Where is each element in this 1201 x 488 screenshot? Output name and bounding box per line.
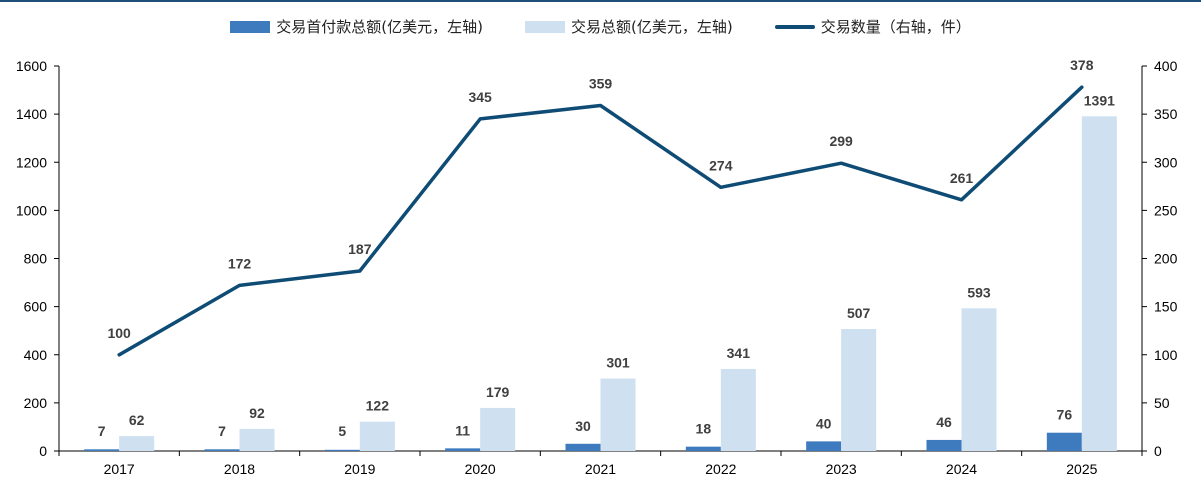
right-tick-label: 250: [1154, 202, 1178, 218]
data-label-down-payment: 11: [455, 422, 470, 438]
x-tick-label: 2019: [344, 461, 375, 477]
data-label-total-value: 179: [486, 384, 510, 400]
data-label-deal-count: 172: [228, 255, 252, 271]
legend-label-deal-count: 交易数量（右轴，件）: [820, 18, 971, 36]
bar-down-payment: [926, 439, 962, 451]
point-deal-count: [478, 117, 482, 121]
point-deal-count: [599, 103, 602, 107]
data-label-down-payment: 30: [575, 418, 591, 434]
data-label-total-value: 593: [967, 284, 991, 300]
right-tick-label: 100: [1154, 347, 1178, 363]
legend-swatch-total-value: [524, 21, 565, 33]
point-deal-count: [358, 269, 362, 273]
point-deal-count: [117, 353, 121, 357]
left-tick-label: 0: [39, 443, 47, 459]
left-tick-label: 1600: [16, 58, 47, 74]
bar-down-payment: [685, 446, 721, 451]
right-tick-label: 200: [1154, 251, 1178, 267]
data-label-total-value: 122: [366, 398, 390, 414]
top-rule: [0, 0, 1201, 2]
line-deal-count: [117, 85, 1084, 357]
bar-down-payment: [445, 448, 481, 451]
legend-item-down-payment: 交易首付款总额(亿美元，左轴): [230, 16, 483, 38]
data-labels-group: 7 62 7 92 5 122 11 179 30 301 18 341 40 507 46 593 76 139…: [98, 57, 1115, 439]
bar-total-value: [359, 421, 395, 451]
bars-group: [84, 116, 1117, 452]
data-label-total-value: 341: [727, 345, 751, 361]
point-deal-count: [238, 283, 241, 287]
data-label-deal-count: 187: [348, 241, 372, 257]
bar-total-value: [961, 308, 997, 451]
data-label-deal-count: 378: [1070, 57, 1094, 73]
bar-total-value: [600, 378, 636, 451]
data-label-total-value: 62: [129, 412, 145, 428]
left-tick-label: 1200: [16, 154, 47, 170]
data-label-deal-count: 261: [950, 170, 974, 186]
data-label-deal-count: 274: [709, 157, 733, 173]
bar-down-payment: [324, 449, 360, 451]
legend: 交易首付款总额(亿美元，左轴) 交易总额(亿美元，左轴) 交易数量（右轴，件）: [0, 16, 1201, 38]
data-label-down-payment: 76: [1057, 407, 1073, 423]
data-label-deal-count: 359: [589, 75, 613, 91]
right-tick-label: 0: [1154, 443, 1162, 459]
right-tick-label: 300: [1154, 154, 1178, 170]
bar-total-value: [1081, 116, 1117, 452]
data-label-down-payment: 18: [696, 421, 712, 437]
point-deal-count: [839, 161, 843, 165]
data-label-total-value: 507: [847, 305, 871, 321]
point-deal-count: [960, 198, 963, 202]
data-label-total-value: 1391: [1084, 92, 1115, 108]
x-tick-label: 2025: [1066, 461, 1097, 477]
left-tick-label: 600: [24, 299, 48, 315]
bar-total-value: [720, 368, 756, 451]
left-tick-label: 1000: [16, 202, 47, 218]
line-group: [117, 85, 1084, 357]
right-tick-label: 150: [1154, 299, 1178, 315]
data-label-deal-count: 345: [468, 89, 492, 105]
right-tick-label: 350: [1154, 106, 1178, 122]
left-tick-label: 1400: [16, 106, 47, 122]
bar-down-payment: [806, 441, 842, 451]
data-label-down-payment: 5: [338, 423, 346, 439]
left-tick-label: 800: [24, 251, 48, 267]
left-tick-label: 200: [24, 395, 48, 411]
bar-down-payment: [1046, 432, 1082, 451]
bar-total-value: [119, 436, 155, 451]
point-deal-count: [719, 185, 723, 189]
bar-down-payment: [204, 449, 240, 451]
data-label-total-value: 301: [606, 355, 630, 371]
data-label-down-payment: 40: [816, 415, 832, 431]
x-tick-label: 2017: [104, 461, 135, 477]
x-tick-label: 2018: [224, 461, 255, 477]
x-tick-label: 2022: [705, 461, 736, 477]
x-tick-label: 2021: [585, 461, 616, 477]
right-tick-label: 400: [1154, 58, 1178, 74]
point-deal-count: [1080, 85, 1084, 89]
legend-item-total-value: 交易总额(亿美元，左轴): [524, 16, 733, 38]
bar-total-value: [480, 407, 516, 451]
axes-group: 0 200 400 600 800 1000 1200 1400 1600 0 50 100 150 20…: [16, 58, 1178, 477]
data-label-deal-count: 299: [829, 133, 853, 149]
x-tick-label: 2023: [826, 461, 857, 477]
right-tick-label: 50: [1154, 395, 1170, 411]
data-label-down-payment: 7: [218, 423, 226, 439]
x-tick-label: 2020: [465, 461, 496, 477]
bar-down-payment: [565, 443, 601, 451]
legend-label-total-value: 交易总额(亿美元，左轴): [570, 18, 733, 36]
data-label-deal-count: 100: [107, 325, 131, 341]
legend-item-deal-count: 交易数量（右轴，件）: [774, 16, 971, 38]
legend-label-down-payment: 交易首付款总额(亿美元，左轴): [276, 18, 483, 36]
bar-total-value: [841, 329, 877, 451]
legend-swatch-down-payment: [230, 21, 271, 33]
left-tick-label: 400: [24, 347, 48, 363]
bar-total-value: [239, 428, 275, 451]
legend-swatch-deal-count: [774, 25, 815, 29]
data-label-down-payment: 7: [98, 423, 106, 439]
data-label-down-payment: 46: [936, 414, 952, 430]
bar-down-payment: [84, 449, 120, 451]
data-label-total-value: 92: [249, 405, 265, 421]
x-tick-label: 2024: [946, 461, 977, 477]
